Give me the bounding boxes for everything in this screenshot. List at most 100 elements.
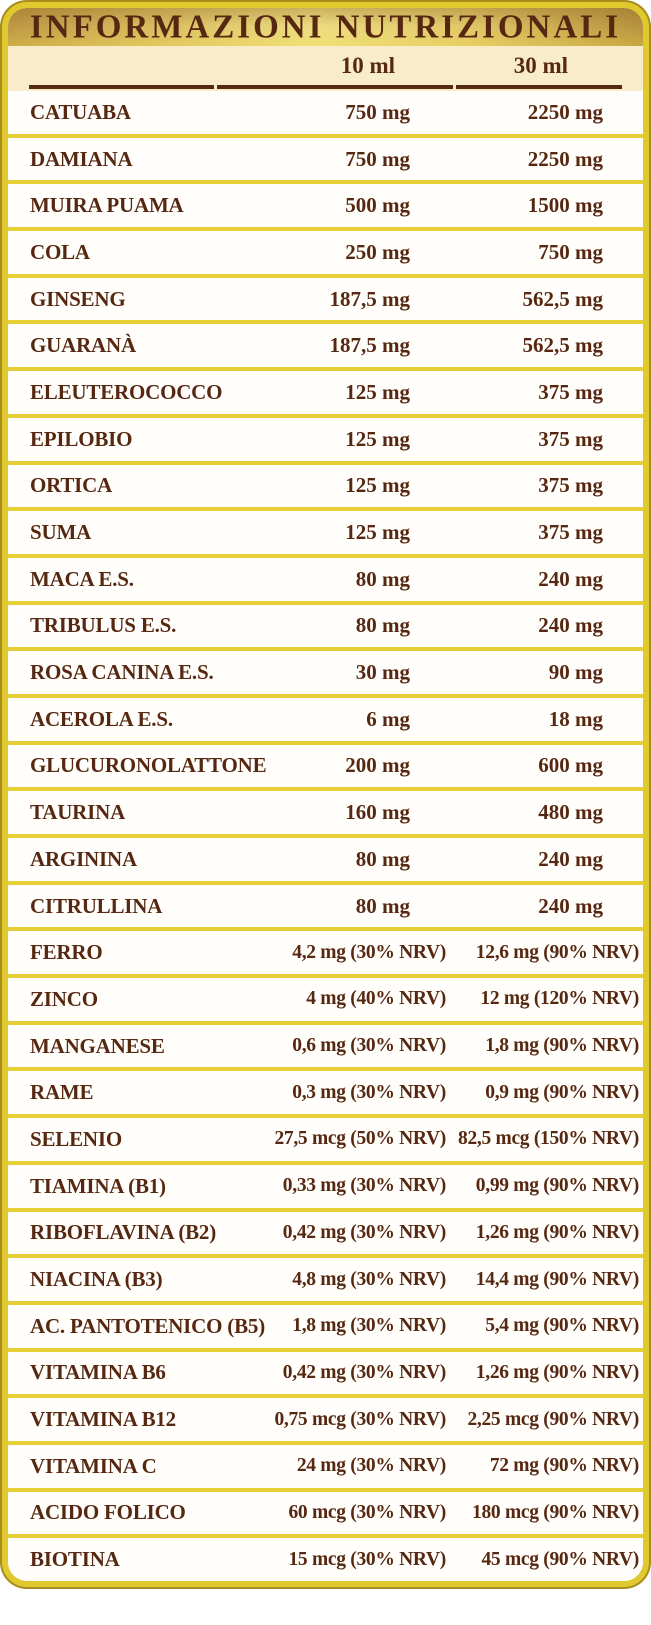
column-header-10ml: 10 ml bbox=[340, 52, 395, 78]
ingredient-name: RAME bbox=[30, 1080, 94, 1105]
value-30ml: 375 mg bbox=[538, 426, 603, 451]
value-10ml: 80 mg bbox=[355, 566, 410, 591]
ingredient-name: NIACINA (B3) bbox=[30, 1267, 163, 1292]
table-row: TRIBULUS E.S. 80 mg 240 mg bbox=[8, 600, 643, 648]
value-10ml: 30 mg bbox=[355, 660, 410, 685]
value-30ml: 14,4 mg (90% NRV) bbox=[475, 1268, 640, 1290]
ingredient-name: VITAMINA C bbox=[30, 1453, 157, 1478]
table-row: RIBOFLAVINA (B2) 0,42 mg (30% NRV) 1,26 mg… bbox=[8, 1207, 643, 1255]
value-30ml: 600 mg bbox=[538, 753, 603, 778]
value-10ml: 0,42 mg (30% NRV) bbox=[282, 1221, 447, 1243]
value-30ml: 375 mg bbox=[538, 520, 603, 545]
value-10ml: 80 mg bbox=[355, 893, 410, 918]
ingredient-name: ELEUTEROCOCCO bbox=[30, 379, 223, 404]
table-row: ORTICA 125 mg 375 mg bbox=[8, 460, 643, 508]
ingredient-name: TAURINA bbox=[30, 800, 126, 825]
value-30ml: 375 mg bbox=[538, 379, 603, 404]
ingredient-name: ARGININA bbox=[30, 846, 137, 871]
value-10ml: 125 mg bbox=[345, 473, 410, 498]
value-30ml: 1,26 mg (90% NRV) bbox=[475, 1221, 640, 1243]
nutrition-table-body: CATUABA 750 mg 2250 mg DAMIANA 750 mg 2250 mg… bbox=[8, 91, 643, 1581]
value-30ml: 750 mg bbox=[538, 239, 603, 264]
table-row: VITAMINA C 24 mg (30% NRV) 72 mg (90% NRV) bbox=[8, 1440, 643, 1488]
value-30ml: 2250 mg bbox=[527, 146, 603, 171]
value-10ml: 125 mg bbox=[345, 379, 410, 404]
value-10ml: 6 mg bbox=[366, 706, 410, 731]
value-10ml: 0,42 mg (30% NRV) bbox=[282, 1361, 447, 1383]
value-30ml: 1,8 mg (90% NRV) bbox=[485, 1035, 639, 1057]
value-10ml: 187,5 mg bbox=[329, 333, 411, 358]
value-30ml: 2,25 mcg (90% NRV) bbox=[467, 1408, 639, 1430]
table-row: EPILOBIO 125 mg 375 mg bbox=[8, 413, 643, 461]
value-30ml: 12,6 mg (90% NRV) bbox=[475, 941, 640, 963]
table-row: AC. PANTOTENICO (B5) 1,8 mg (30% NRV) 5,4 … bbox=[8, 1300, 643, 1348]
ingredient-name: GUARANÀ bbox=[30, 333, 136, 358]
table-row: ACEROLA E.S. 6 mg 18 mg bbox=[8, 693, 643, 741]
value-10ml: 0,75 mcg (30% NRV) bbox=[274, 1408, 446, 1430]
value-30ml: 0,9 mg (90% NRV) bbox=[485, 1081, 639, 1103]
value-30ml: 480 mg bbox=[538, 800, 603, 825]
ingredient-name: GINSENG bbox=[30, 286, 126, 311]
value-30ml: 240 mg bbox=[538, 846, 603, 871]
table-row: BIOTINA 15 mcg (30% NRV) 45 mcg (90% NRV) bbox=[8, 1534, 643, 1581]
ingredient-name: MACA E.S. bbox=[30, 566, 134, 591]
column-header-30ml: 30 ml bbox=[513, 52, 568, 78]
ingredient-name: BIOTINA bbox=[30, 1547, 120, 1572]
ingredient-name: FERRO bbox=[30, 940, 103, 965]
value-30ml: 45 mcg (90% NRV) bbox=[481, 1548, 639, 1570]
value-30ml: 72 mg (90% NRV) bbox=[489, 1455, 639, 1477]
table-row: VITAMINA B12 0,75 mcg (30% NRV) 2,25 mcg (… bbox=[8, 1394, 643, 1441]
value-10ml: 4,8 mg (30% NRV) bbox=[292, 1268, 446, 1290]
table-row: ARGININA 80 mg 240 mg bbox=[8, 834, 643, 881]
value-10ml: 4 mg (40% NRV) bbox=[306, 988, 446, 1010]
table-row: RAME 0,3 mg (30% NRV) 0,9 mg (90% NRV) bbox=[8, 1067, 643, 1114]
value-10ml: 200 mg bbox=[345, 753, 410, 778]
value-30ml: 0,99 mg (90% NRV) bbox=[475, 1175, 640, 1197]
value-30ml: 240 mg bbox=[538, 613, 603, 638]
value-30ml: 90 mg bbox=[548, 660, 603, 685]
value-10ml: 0,3 mg (30% NRV) bbox=[292, 1081, 446, 1103]
value-10ml: 80 mg bbox=[355, 613, 410, 638]
table-row: SELENIO 27,5 mcg (50% NRV) 82,5 mcg (150% … bbox=[8, 1114, 643, 1161]
ingredient-name: COLA bbox=[30, 239, 90, 264]
value-30ml: 240 mg bbox=[538, 566, 603, 591]
table-row: VITAMINA B6 0,42 mg (30% NRV) 1,26 mg (90%… bbox=[8, 1347, 643, 1395]
ingredient-name: MUIRA PUAMA bbox=[30, 193, 184, 218]
ingredient-name: EPILOBIO bbox=[30, 426, 133, 451]
value-10ml: 4,2 mg (30% NRV) bbox=[292, 941, 446, 963]
table-row: CITRULLINA 80 mg 240 mg bbox=[8, 880, 643, 928]
table-row: ROSA CANINA E.S. 30 mg 90 mg bbox=[8, 647, 643, 694]
ingredient-name: SELENIO bbox=[30, 1126, 122, 1151]
table-row: CATUABA 750 mg 2250 mg bbox=[8, 91, 643, 134]
table-row: GLUCURONOLATTONE 200 mg 600 mg bbox=[8, 740, 643, 788]
value-30ml: 12 mg (120% NRV) bbox=[480, 988, 639, 1010]
value-30ml: 1500 mg bbox=[527, 193, 603, 218]
ingredient-name: AC. PANTOTENICO (B5) bbox=[30, 1313, 265, 1338]
ingredient-name: MANGANESE bbox=[30, 1033, 165, 1058]
table-row: ZINCO 4 mg (40% NRV) 12 mg (120% NRV) bbox=[8, 974, 643, 1021]
ingredient-name: CATUABA bbox=[30, 99, 131, 124]
table-row: GINSENG 187,5 mg 562,5 mg bbox=[8, 273, 643, 321]
ingredient-name: ORTICA bbox=[30, 473, 113, 498]
title-band: INFORMAZIONI NUTRIZIONALI bbox=[8, 8, 643, 46]
value-10ml: 27,5 mcg (50% NRV) bbox=[274, 1128, 446, 1150]
value-30ml: 82,5 mcg (150% NRV) bbox=[458, 1128, 639, 1150]
value-30ml: 18 mg bbox=[548, 706, 603, 731]
value-10ml: 60 mcg (30% NRV) bbox=[288, 1501, 446, 1523]
table-row: TAURINA 160 mg 480 mg bbox=[8, 787, 643, 834]
value-10ml: 24 mg (30% NRV) bbox=[296, 1455, 446, 1477]
ingredient-name: GLUCURONOLATTONE bbox=[30, 753, 267, 778]
table-row: NIACINA (B3) 4,8 mg (30% NRV) 14,4 mg (90%… bbox=[8, 1254, 643, 1301]
value-30ml: 5,4 mg (90% NRV) bbox=[485, 1315, 639, 1337]
table-row: SUMA 125 mg 375 mg bbox=[8, 507, 643, 554]
header-divider-line bbox=[29, 85, 622, 89]
value-30ml: 375 mg bbox=[538, 473, 603, 498]
ingredient-name: DAMIANA bbox=[30, 146, 133, 171]
value-30ml: 562,5 mg bbox=[522, 333, 604, 358]
ingredient-name: SUMA bbox=[30, 520, 92, 545]
table-row: TIAMINA (B1) 0,33 mg (30% NRV) 0,99 mg (90… bbox=[8, 1160, 643, 1208]
ingredient-name: TRIBULUS E.S. bbox=[30, 613, 177, 638]
ingredient-name: ROSA CANINA E.S. bbox=[30, 660, 214, 685]
table-row: GUARANÀ 187,5 mg 562,5 mg bbox=[8, 320, 643, 367]
value-30ml: 2250 mg bbox=[527, 99, 603, 124]
